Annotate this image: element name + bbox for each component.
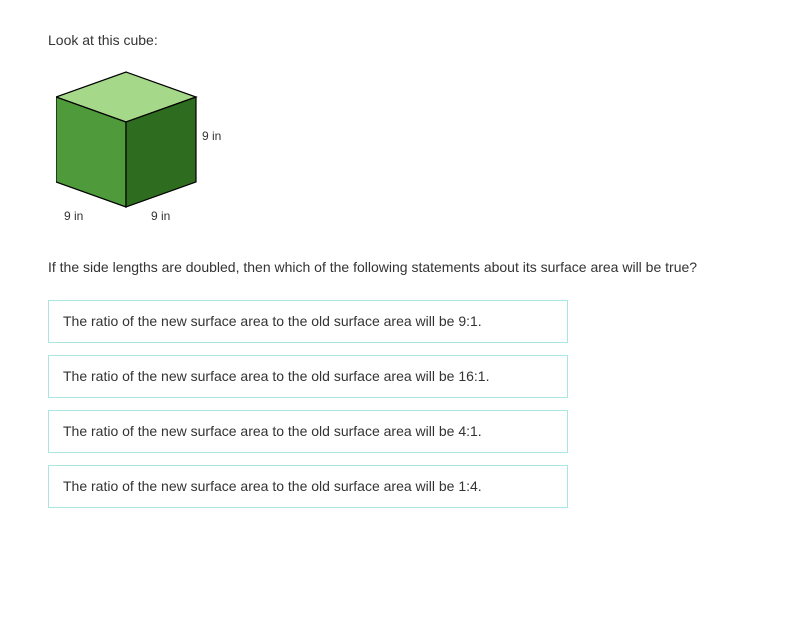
question-text: If the side lengths are doubled, then wh… (48, 257, 752, 278)
answer-options: The ratio of the new surface area to the… (48, 300, 568, 508)
answer-option[interactable]: The ratio of the new surface area to the… (48, 465, 568, 508)
answer-option[interactable]: The ratio of the new surface area to the… (48, 355, 568, 398)
dimension-label-right: 9 in (202, 127, 221, 145)
answer-option[interactable]: The ratio of the new surface area to the… (48, 410, 568, 453)
cube-figure: 9 in 9 in 9 in (56, 67, 276, 237)
answer-option[interactable]: The ratio of the new surface area to the… (48, 300, 568, 343)
dimension-label-bottom-middle: 9 in (151, 207, 170, 225)
dimension-label-bottom-left: 9 in (64, 207, 83, 225)
intro-text: Look at this cube: (48, 30, 752, 51)
